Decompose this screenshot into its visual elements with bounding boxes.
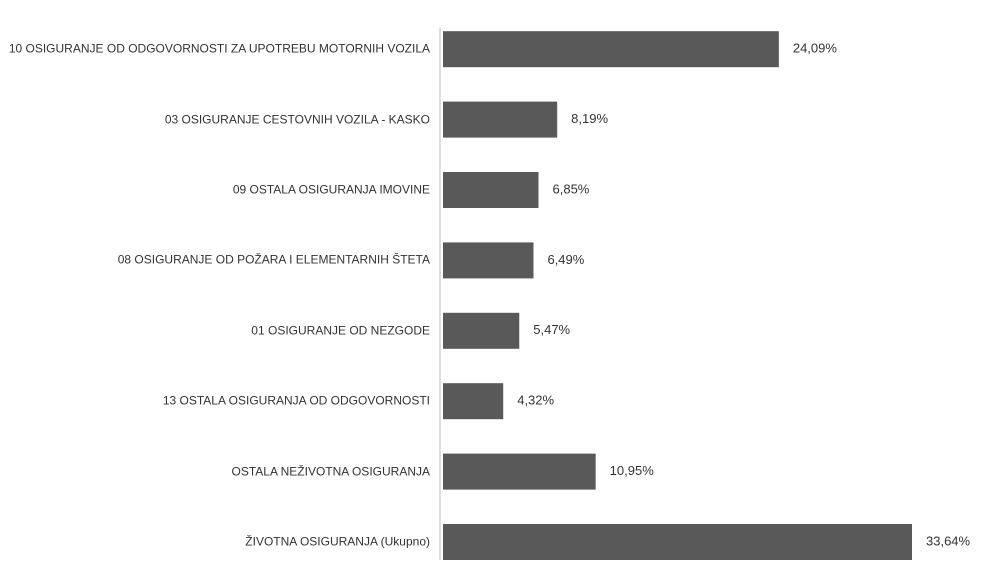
category-label: 03 OSIGURANJE CESTOVNIH VOZILA - KASKO <box>164 112 430 127</box>
category-label: ŽIVOTNA OSIGURANJA (Ukupno) <box>245 534 430 549</box>
value-label: 24,09% <box>793 41 838 56</box>
value-label: 5,47% <box>533 322 570 337</box>
bar <box>443 31 779 68</box>
category-label: OSTALA NEŽIVOTNA OSIGURANJA <box>231 464 431 479</box>
value-label: 8,19% <box>571 111 608 126</box>
value-label: 6,49% <box>547 252 584 267</box>
bar <box>443 312 520 349</box>
bar <box>443 242 534 279</box>
category-label: 01 OSIGURANJE OD NEZGODE <box>251 323 430 338</box>
bar <box>443 453 596 490</box>
category-label: 09 OSTALA OSIGURANJA IMOVINE <box>232 182 430 197</box>
value-label: 4,32% <box>517 393 554 408</box>
value-label: 10,95% <box>610 463 655 478</box>
category-label: 08 OSIGURANJE OD POŽARA I ELEMENTARNIH Š… <box>117 252 430 267</box>
value-label: 33,64% <box>926 533 971 548</box>
category-label: 10 OSIGURANJE OD ODGOVORNOSTI ZA UPOTREB… <box>8 41 430 56</box>
bar <box>443 383 504 420</box>
value-label: 6,85% <box>553 181 590 196</box>
bar <box>443 101 558 138</box>
bar <box>443 524 912 560</box>
bar <box>443 172 539 208</box>
category-label: 13 OSTALA OSIGURANJA OD ODGOVORNOSTI <box>162 393 430 408</box>
